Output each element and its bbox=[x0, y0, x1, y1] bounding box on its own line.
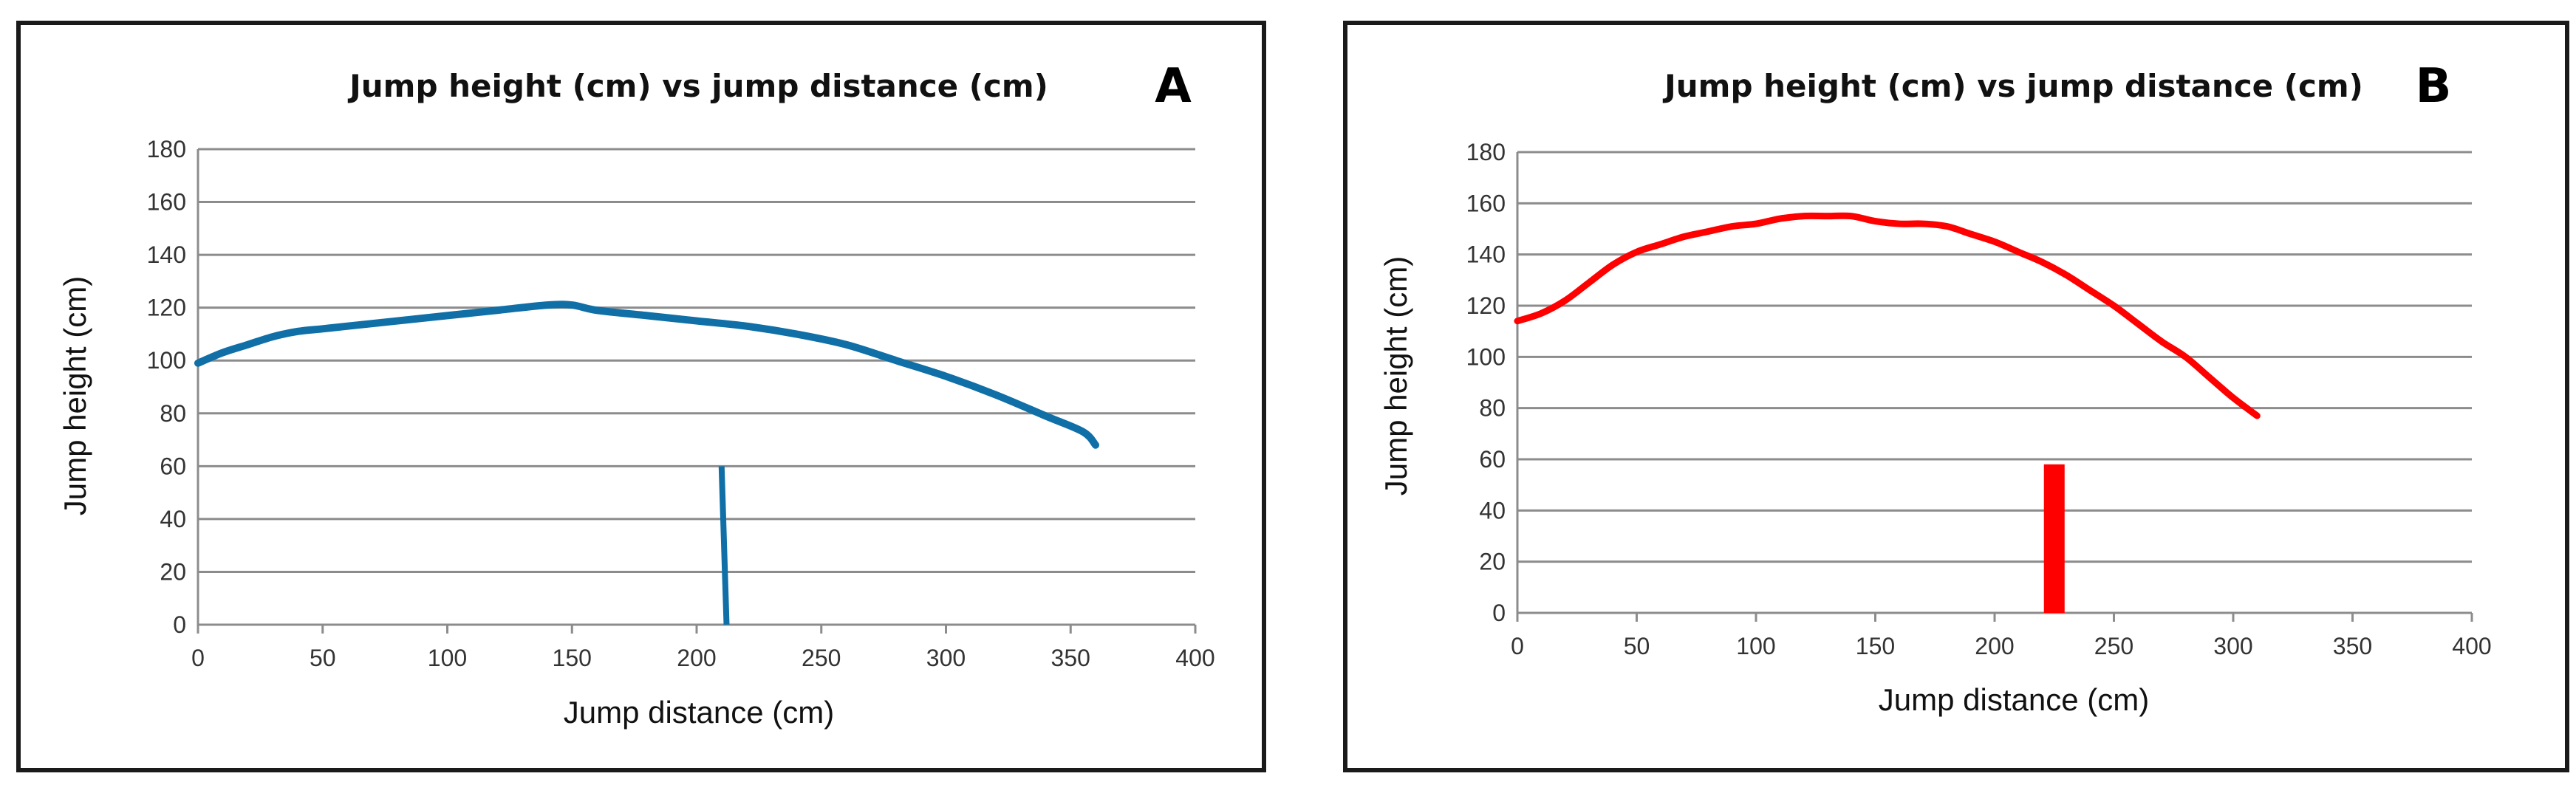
chart-b-x-axis-label: Jump distance (cm) bbox=[1879, 682, 2149, 717]
chart-a-y-tick-label: 60 bbox=[160, 453, 186, 479]
chart-b-panel-label: B bbox=[2416, 59, 2452, 114]
chart-b-x-tick-label: 150 bbox=[1856, 633, 1895, 659]
chart-b-x-tick-label: 200 bbox=[1975, 633, 2014, 659]
chart-b-x-tick-label: 100 bbox=[1736, 633, 1775, 659]
chart-b-y-tick-label: 160 bbox=[1466, 190, 1506, 216]
chart-a-series-obstacle bbox=[718, 466, 730, 625]
chart-b-x-tick-label: 50 bbox=[1624, 633, 1650, 659]
chart-a-panel-label: A bbox=[1155, 59, 1192, 114]
chart-a-y-tick-label: 0 bbox=[173, 611, 186, 638]
chart-b-x-tick-label: 250 bbox=[2094, 633, 2133, 659]
chart-b-y-tick-label: 120 bbox=[1466, 292, 1506, 319]
chart-a-x-tick-label: 0 bbox=[191, 645, 205, 671]
chart-b-y-tick-label: 40 bbox=[1479, 497, 1506, 524]
chart-a-y-tick-label: 20 bbox=[160, 558, 186, 585]
chart-a-x-tick-label: 150 bbox=[553, 645, 592, 671]
chart-a-svg: 0 20 40 60 80 100 120 140 160 180 0 50 100 150 200 250… bbox=[58, 59, 1215, 730]
chart-b-y-tick-label: 0 bbox=[1492, 600, 1506, 626]
chart-a-series-trajectory bbox=[194, 301, 1099, 449]
chart-b-svg: 0 20 40 60 80 100 120 140 160 180 0 50 100 150 200 250… bbox=[1378, 59, 2492, 717]
chart-a-x-tick-label: 100 bbox=[428, 645, 467, 671]
chart-b-x-tick-label: 400 bbox=[2452, 633, 2491, 659]
chart-b-title: Jump height (cm) vs jump distance (cm) bbox=[1662, 68, 2363, 104]
chart-a-x-tick-label: 300 bbox=[926, 645, 966, 671]
chart-b-series-trajectory bbox=[1514, 212, 2261, 419]
chart-b-y-tick-label: 20 bbox=[1479, 549, 1506, 575]
chart-a-y-tick-label: 80 bbox=[160, 400, 186, 427]
chart-a-y-tick-label: 160 bbox=[147, 189, 186, 216]
chart-a-title: Jump height (cm) vs jump distance (cm) bbox=[347, 68, 1048, 104]
chart-b-y-tick-label: 100 bbox=[1466, 343, 1506, 370]
chart-a-y-tick-label: 120 bbox=[147, 295, 186, 321]
chart-b-y-tick-label: 80 bbox=[1479, 395, 1506, 422]
chart-panel-a: 0 20 40 60 80 100 120 140 160 180 0 50 100 150 200 250… bbox=[16, 21, 1266, 772]
chart-b-y-tick-label: 60 bbox=[1479, 446, 1506, 473]
chart-a-x-tick-label: 400 bbox=[1175, 645, 1214, 671]
chart-b-y-tick-label: 180 bbox=[1466, 139, 1506, 165]
chart-a-x-tick-label: 350 bbox=[1051, 645, 1090, 671]
chart-a-y-axis-label: Jump height (cm) bbox=[58, 276, 92, 515]
chart-a-y-tick-label: 100 bbox=[147, 347, 186, 374]
chart-b-x-tick-label: 0 bbox=[1511, 633, 1524, 659]
chart-a-x-axis-label: Jump distance (cm) bbox=[564, 695, 834, 730]
chart-a-x-tick-label: 200 bbox=[677, 645, 716, 671]
chart-a-y-tick-label: 180 bbox=[147, 136, 186, 162]
chart-panel-b: 0 20 40 60 80 100 120 140 160 180 0 50 100 150 200 250… bbox=[1343, 21, 2569, 772]
chart-a-x-tick-label: 250 bbox=[802, 645, 841, 671]
chart-b-x-tick-label: 350 bbox=[2333, 633, 2372, 659]
chart-b-y-axis-label: Jump height (cm) bbox=[1378, 256, 1413, 495]
chart-a-y-tick-label: 140 bbox=[147, 241, 186, 268]
chart-a-x-tick-label: 50 bbox=[310, 645, 336, 671]
chart-b-y-tick-label: 140 bbox=[1466, 241, 1506, 268]
chart-a-y-tick-label: 40 bbox=[160, 506, 186, 532]
chart-b-x-tick-label: 300 bbox=[2213, 633, 2252, 659]
